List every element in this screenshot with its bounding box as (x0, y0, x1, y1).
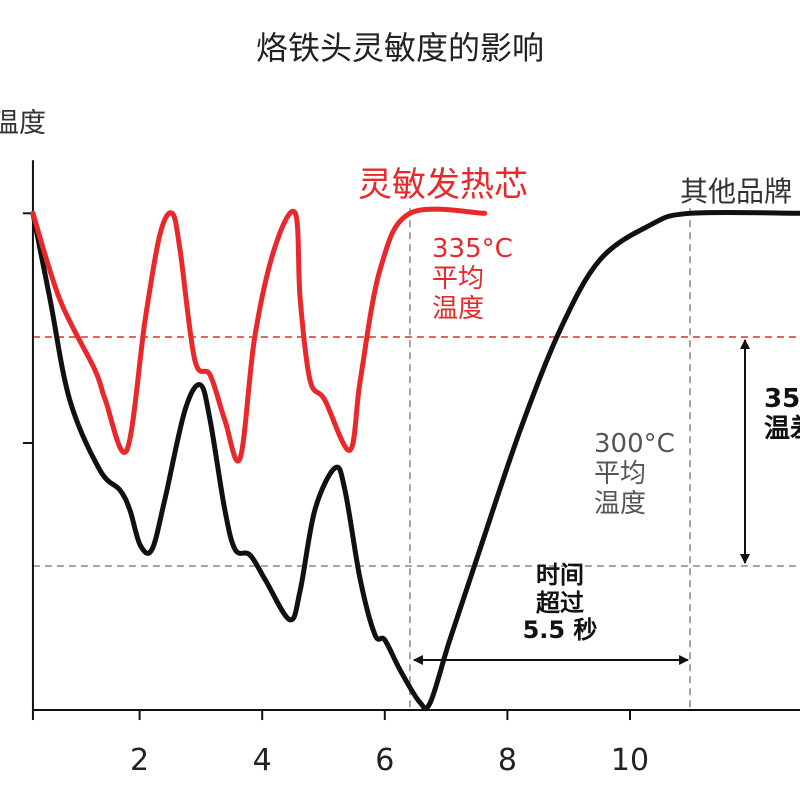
time-note-line1: 时间 (536, 561, 584, 589)
x-tick-label: 2 (130, 743, 149, 778)
chart-title: 烙铁头灵敏度的影响 (255, 29, 544, 67)
x-tick-label: 8 (498, 743, 517, 778)
black-avg-line2: 平均 (594, 458, 647, 489)
diff-note-line2: 温差 (764, 413, 800, 444)
black-avg-label: 300°C 平均 温度 (594, 429, 675, 520)
black-avg-temp: 300°C (594, 429, 675, 459)
red-avg-label: 335°C 平均 温度 (432, 234, 513, 325)
time-note-line2: 超过 (536, 588, 584, 617)
red-avg-line2: 平均 (432, 263, 485, 294)
red-avg-line3: 温度 (432, 293, 485, 324)
series-line-black (30, 209, 800, 712)
x-tick-label: 4 (253, 743, 272, 778)
y-axis-label: 温度 (0, 108, 46, 139)
series-line-red (30, 206, 488, 464)
time-note: 时间 超过 5.5 秒 (500, 561, 620, 645)
x-tick-label: 10 (611, 743, 649, 778)
time-note-line3: 5.5 秒 (522, 616, 598, 645)
red-series-label: 灵敏发热芯 (358, 165, 528, 205)
black-series-label: 其他品牌 (680, 175, 793, 208)
x-tick-label: 6 (375, 743, 394, 778)
black-avg-line3: 温度 (594, 488, 647, 519)
diff-note-line1: 35°C (764, 384, 800, 414)
diff-note: 35°C 温差 (764, 384, 800, 445)
red-avg-temp: 335°C (432, 234, 513, 264)
